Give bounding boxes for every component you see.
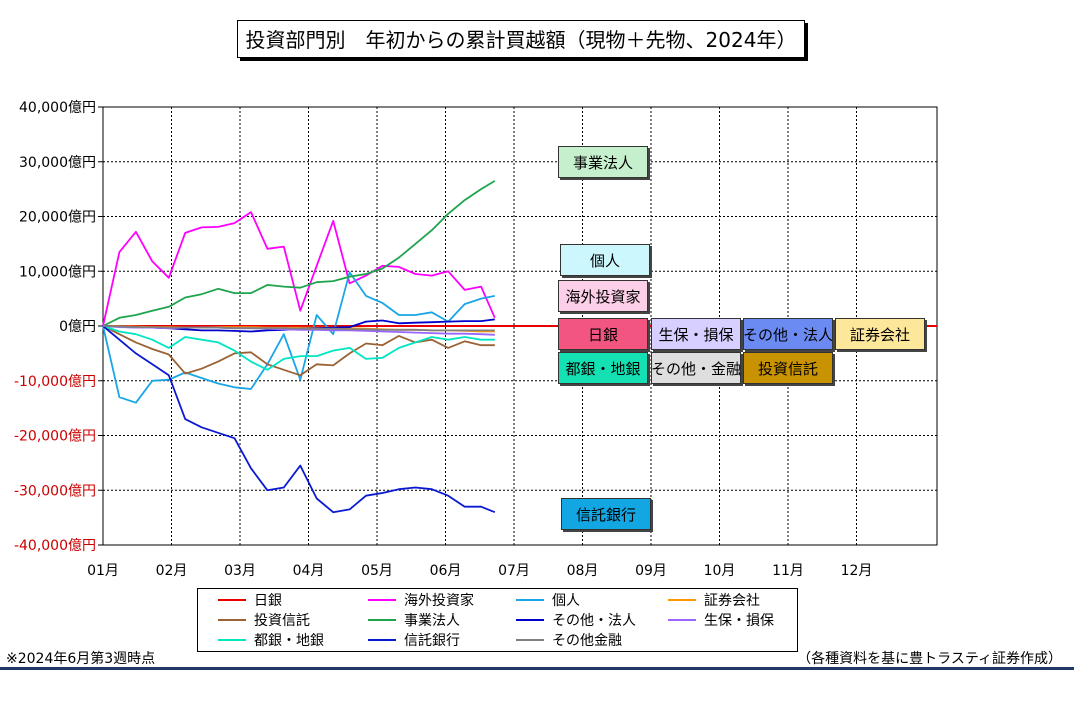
y-tick-label: -40,000億円: [14, 538, 96, 554]
series-line-9: [102, 325, 496, 514]
legend-swatch: [368, 619, 396, 621]
legend-swatch: [516, 599, 544, 601]
legend-label: 海外投資家: [404, 593, 474, 609]
legend-swatch: [218, 639, 246, 641]
y-tick-label: 30,000億円: [19, 155, 96, 171]
legend-item: 投資信託: [218, 610, 310, 630]
legend-swatch: [368, 599, 396, 601]
source-note: （各種資料を基に豊トラスティ証券作成）: [797, 651, 1062, 667]
legend-label: 証券会社: [704, 593, 760, 609]
annotation-shoken: 証券会社: [835, 318, 925, 350]
legend-swatch: [516, 619, 544, 621]
series-line-8: [102, 325, 495, 371]
legend-item: 日銀: [218, 590, 282, 610]
chart-legend: 日銀 海外投資家 個人 証券会社 投資信託 事業法人 その他・法人 生保・損保 …: [197, 588, 798, 652]
bottom-rule: [0, 667, 1074, 670]
legend-label: その他・法人: [552, 613, 636, 629]
x-tick-label: 06月: [430, 563, 462, 579]
y-tick-label: 0億円: [59, 319, 96, 335]
legend-item: その他金融: [516, 630, 622, 650]
x-tick-label: 10月: [704, 563, 736, 579]
legend-swatch: [668, 599, 696, 601]
x-tick-label: 11月: [772, 563, 804, 579]
legend-label: 日銀: [254, 593, 282, 609]
series-line-2: [102, 271, 495, 404]
y-tick-label: 20,000億円: [19, 210, 96, 226]
series-line-10: [102, 325, 495, 332]
legend-item: 信託銀行: [368, 630, 460, 650]
legend-item: 証券会社: [668, 590, 760, 610]
footnote: ※2024年6月第3週時点: [6, 651, 156, 667]
annotation-toginchigin: 都銀・地銀: [558, 352, 648, 384]
legend-swatch: [368, 639, 396, 641]
series-line-1: [102, 211, 496, 327]
legend-item: 海外投資家: [368, 590, 474, 610]
legend-label: 生保・損保: [704, 613, 774, 629]
x-tick-label: 08月: [567, 563, 599, 579]
x-tick-label: 07月: [498, 563, 530, 579]
x-tick-label: 09月: [635, 563, 667, 579]
annotation-sonota-hojin: その他・法人: [743, 318, 833, 350]
x-tick-label: 12月: [841, 563, 873, 579]
legend-item: 生保・損保: [668, 610, 774, 630]
axis-layer: 40,000億円 30,000億円 20,000億円 10,000億円 0億円 -10,0…: [14, 100, 938, 579]
legend-label: 信託銀行: [404, 633, 460, 649]
legend-label: 事業法人: [404, 613, 460, 629]
y-tick-label: -10,000億円: [14, 374, 96, 390]
y-tick-label: -30,000億円: [14, 483, 96, 499]
y-tick-label: 10,000億円: [19, 264, 96, 280]
x-tick-label: 04月: [293, 563, 325, 579]
annotation-nichigin: 日銀: [558, 318, 648, 350]
grid-layer: [103, 107, 937, 545]
y-tick-label: 40,000億円: [19, 100, 96, 116]
legend-item: 個人: [516, 590, 580, 610]
annotation-shintaku: 信託銀行: [561, 498, 651, 530]
legend-swatch: [218, 599, 246, 601]
series-line-4: [102, 325, 495, 377]
legend-item: 都銀・地銀: [218, 630, 324, 650]
chart-title: 投資部門別 年初からの累計買越額（現物＋先物、2024年）: [237, 20, 805, 58]
legend-label: 都銀・地銀: [254, 633, 324, 649]
annotation-seiho-sonpo: 生保・損保: [651, 318, 741, 350]
x-tick-label: 02月: [156, 563, 188, 579]
annotation-toshin: 投資信託: [743, 352, 833, 384]
legend-label: 個人: [552, 593, 580, 609]
annotation-sonota-kinyu: その他・金融: [651, 352, 741, 384]
legend-label: 投資信託: [254, 613, 310, 629]
annotation-kaigai: 海外投資家: [558, 280, 648, 312]
series-line-5: [102, 180, 496, 327]
annotation-jigyo-hojin: 事業法人: [558, 146, 648, 178]
x-tick-label: 05月: [361, 563, 393, 579]
x-tick-label: 01月: [87, 563, 119, 579]
x-tick-label: 03月: [224, 563, 256, 579]
legend-item: その他・法人: [516, 610, 636, 630]
annotation-kojin: 個人: [560, 244, 650, 276]
legend-swatch: [516, 639, 544, 641]
legend-swatch: [218, 619, 246, 621]
legend-swatch: [668, 619, 696, 621]
legend-item: 事業法人: [368, 610, 460, 630]
legend-label: その他金融: [552, 633, 622, 649]
y-tick-label: -20,000億円: [14, 429, 96, 445]
